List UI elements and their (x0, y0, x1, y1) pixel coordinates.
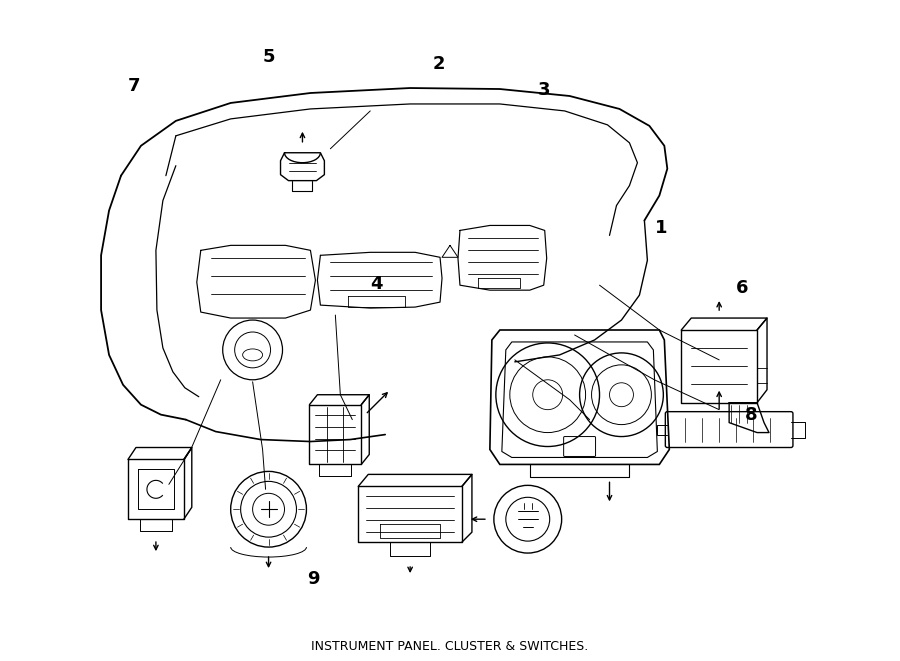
Text: 8: 8 (745, 406, 758, 424)
Text: 2: 2 (433, 55, 446, 73)
Text: 5: 5 (263, 48, 275, 66)
Text: 9: 9 (308, 570, 320, 588)
Text: 4: 4 (370, 276, 382, 293)
Text: 1: 1 (654, 219, 667, 237)
Text: INSTRUMENT PANEL. CLUSTER & SWITCHES.: INSTRUMENT PANEL. CLUSTER & SWITCHES. (311, 640, 589, 653)
Text: 7: 7 (128, 77, 140, 95)
Text: 6: 6 (736, 279, 749, 297)
Text: 3: 3 (538, 81, 551, 99)
